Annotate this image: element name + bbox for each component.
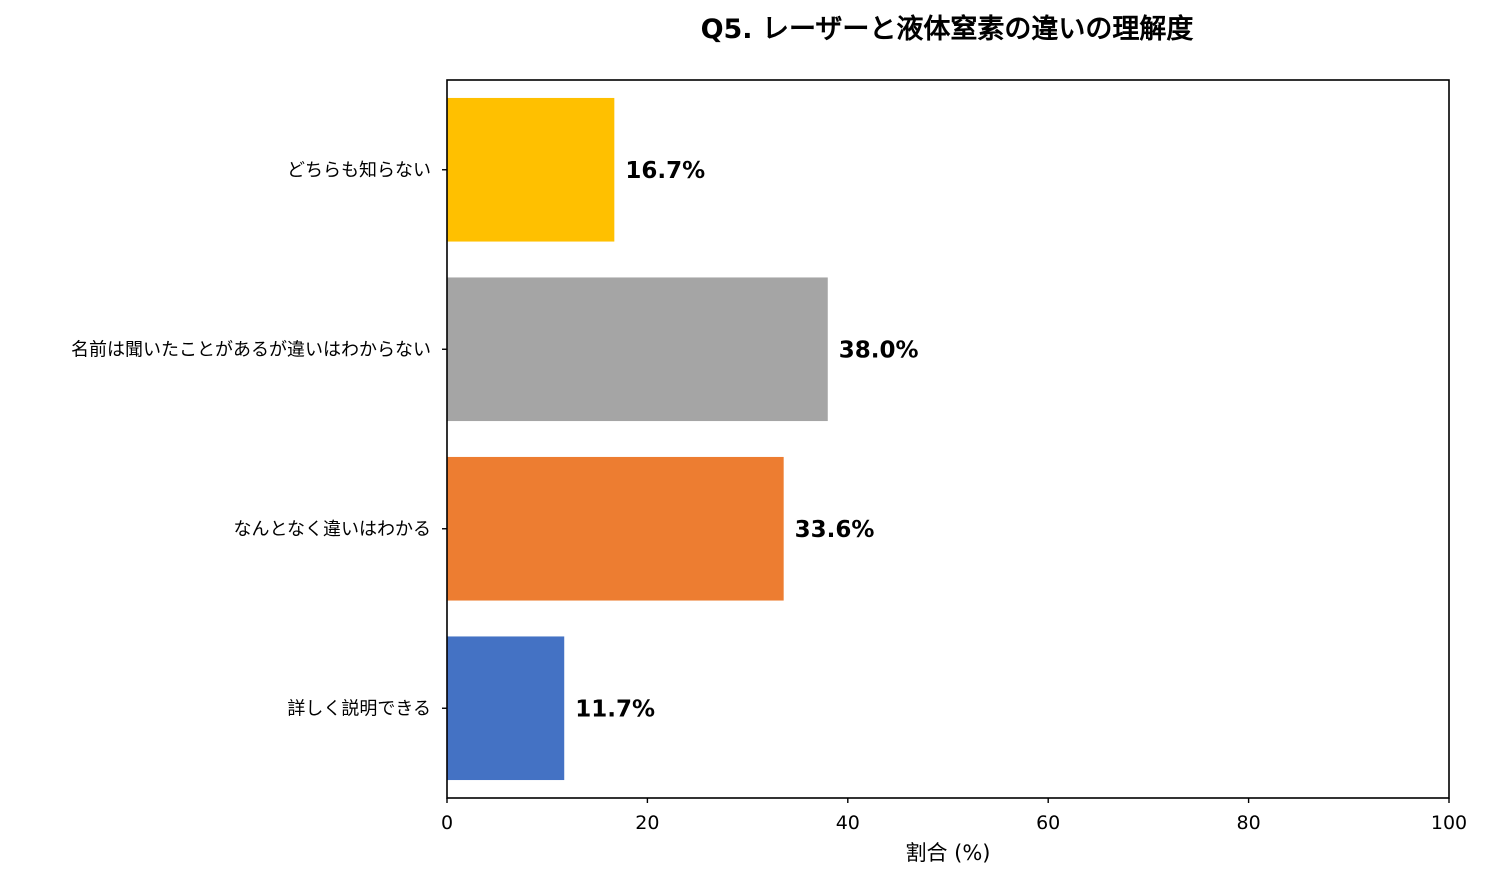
x-tick-label: 80: [1237, 812, 1261, 834]
data-label: 11.7%: [575, 696, 655, 722]
bar: [447, 636, 565, 781]
x-axis: 0 20 40 60 80 100: [441, 798, 1467, 834]
category-label: 名前は聞いたことがあるが違いはわからない: [71, 339, 431, 360]
bars-layer: 11.7% 33.6% 38.0% 16.7%: [447, 97, 919, 781]
bar: [447, 97, 615, 242]
x-tick-label: 100: [1431, 812, 1467, 834]
plot-frame: [446, 79, 1450, 799]
x-axis-label: 割合 (%): [905, 841, 990, 865]
data-label: 16.7%: [625, 158, 705, 184]
x-tick-label: 40: [836, 812, 860, 834]
bar: [447, 277, 828, 422]
category-label: 詳しく説明できる: [287, 698, 431, 719]
bar: [447, 456, 784, 601]
category-label: どちらも知らない: [287, 160, 431, 181]
category-label: なんとなく違いはわかる: [234, 519, 431, 540]
data-label: 38.0%: [839, 337, 919, 363]
x-tick-label: 20: [635, 812, 659, 834]
chart-title: Q5. レーザーと液体窒素の違いの理解度: [701, 13, 1194, 45]
x-tick-label: 60: [1036, 812, 1060, 834]
x-tick-label: 0: [441, 812, 453, 834]
data-label: 33.6%: [795, 517, 875, 543]
y-axis: 詳しく説明できる なんとなく違いはわかる 名前は聞いたことがあるが違いはわからない ど…: [71, 160, 447, 719]
